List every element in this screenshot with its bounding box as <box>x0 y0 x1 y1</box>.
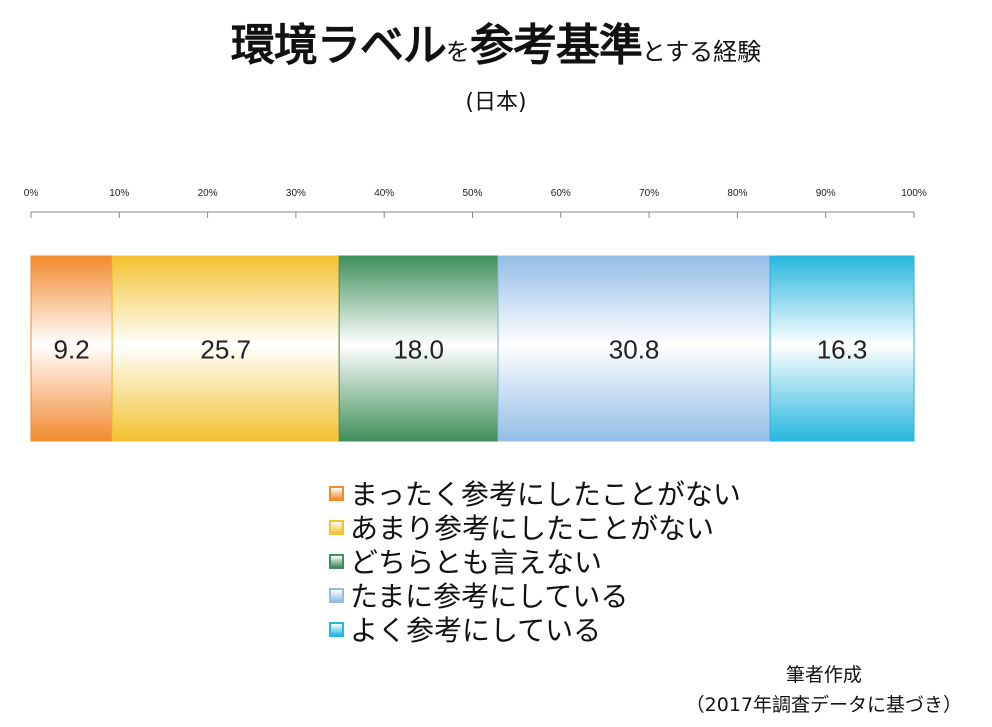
x-axis: 0% 10% 20% 30% 40% 50% 60% 70% 80% 90% 100% <box>24 188 927 218</box>
source-line-1: 筆者作成 <box>785 664 862 686</box>
source-note: 筆者作成 （2017年調査データに基づき） <box>686 660 962 720</box>
source-line-2: （2017年調査データに基づき） <box>685 694 962 716</box>
legend-item: まったく参考にしたことがない <box>329 476 741 511</box>
bar-segment <box>111 255 340 442</box>
data-label: 25.7 <box>200 335 251 365</box>
title-part-4: とする経験 <box>641 38 762 66</box>
x-tick-label: 60% <box>551 188 571 199</box>
chart-subtitle: (日本) <box>465 90 527 115</box>
bar-segment <box>338 255 499 442</box>
legend-label: よく参考にしている <box>350 614 602 647</box>
legend-label: まったく参考にしたことがない <box>350 478 741 511</box>
x-tick-label: 30% <box>286 188 306 199</box>
bar-segment <box>497 255 771 442</box>
bar-segment <box>769 255 915 442</box>
legend-item: どちらとも言えない <box>329 544 741 579</box>
x-tick-label: 70% <box>639 188 659 199</box>
legend-label: たまに参考にしている <box>350 580 629 613</box>
legend-item: あまり参考にしたことがない <box>329 510 741 545</box>
title-part-1: 環境ラベル <box>230 20 447 71</box>
legend-item: たまに参考にしている <box>329 578 741 613</box>
legend-swatch <box>329 621 344 637</box>
x-tick-label: 100% <box>901 188 927 199</box>
x-tick-label: 0% <box>24 188 39 199</box>
x-tick-label: 10% <box>109 188 129 199</box>
title-part-2: を <box>445 38 470 66</box>
x-tick-label: 90% <box>816 188 836 199</box>
legend-swatch <box>329 553 344 569</box>
title-part-3: 参考基準 <box>469 20 643 71</box>
x-tick-label: 80% <box>727 188 747 199</box>
legend-swatch <box>329 519 344 535</box>
bar-segment <box>30 255 113 442</box>
legend-label: どちらとも言えない <box>350 546 603 579</box>
legend-item: よく参考にしている <box>329 612 741 647</box>
data-label: 18.0 <box>393 335 444 365</box>
data-label: 9.2 <box>54 335 90 365</box>
x-tick-label: 50% <box>462 188 482 199</box>
data-label: 30.8 <box>609 335 660 365</box>
legend-swatch <box>329 485 344 501</box>
chart-title: 環境ラベルを参考基準とする経験 <box>0 24 992 68</box>
bar-segments: 9.2 25.7 18.0 30.8 16.3 <box>30 255 915 442</box>
x-tick-label: 20% <box>198 188 218 199</box>
x-tick-label: 40% <box>374 188 394 199</box>
legend-swatch <box>329 587 344 603</box>
data-label: 16.3 <box>817 335 868 365</box>
legend: まったく参考にしたことがない あまり参考にしたことがない どちらとも言えない たまに参… <box>329 476 741 647</box>
legend-label: あまり参考にしたことがない <box>350 512 715 545</box>
